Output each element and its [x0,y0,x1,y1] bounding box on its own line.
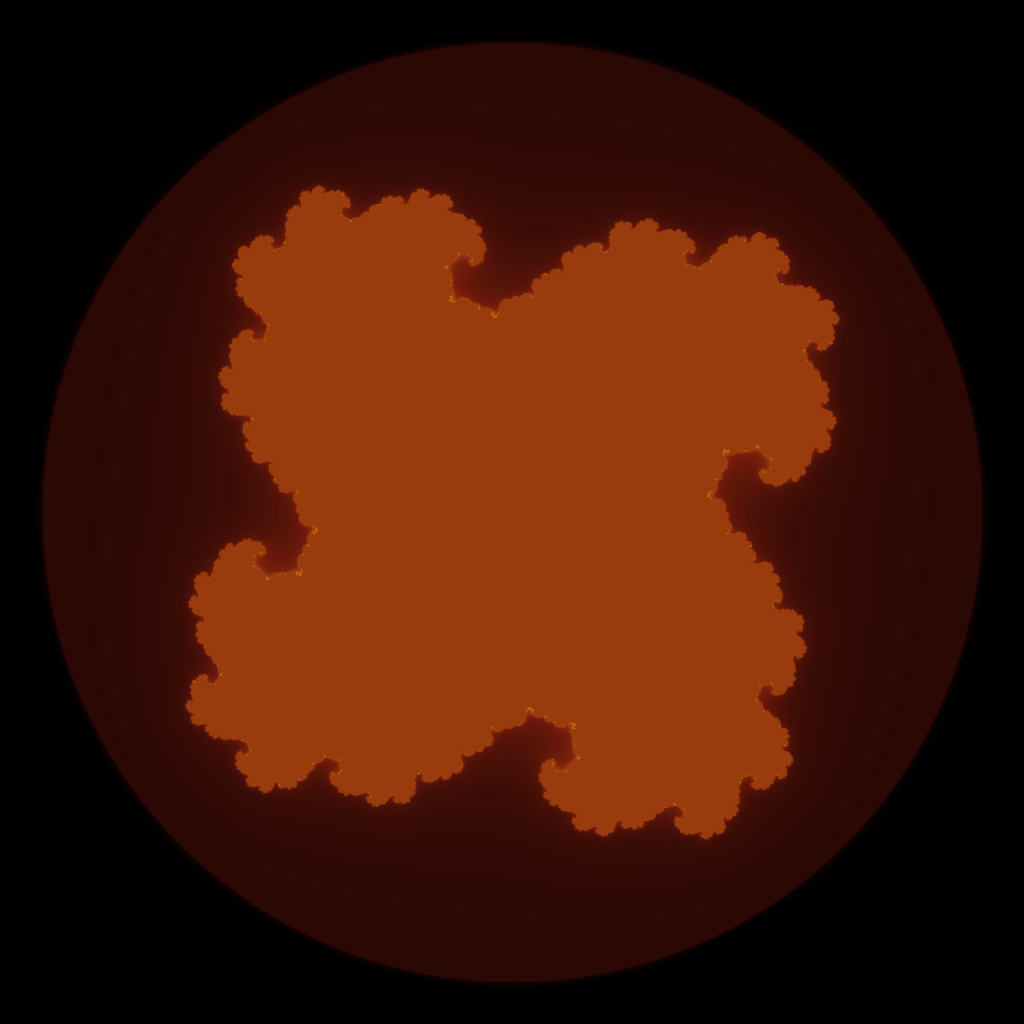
fractal-image [0,0,1024,1024]
julia-set-render [0,0,1024,1024]
